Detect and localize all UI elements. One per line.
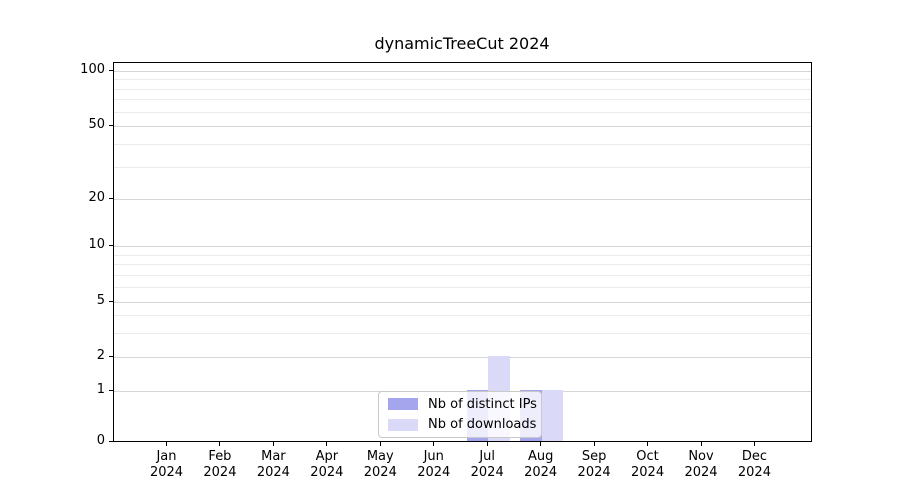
x-tick-label: Jul 2024	[442, 449, 532, 481]
gridline-major	[114, 71, 811, 72]
y-tick	[109, 245, 113, 246]
x-tick-label: Dec 2024	[709, 449, 799, 481]
x-tick	[272, 442, 274, 446]
x-tick	[753, 442, 755, 446]
x-tick-month: Feb	[208, 449, 232, 464]
y-tick-label: 2	[96, 348, 105, 363]
x-tick-year: 2024	[256, 465, 290, 480]
gridline-major	[114, 199, 811, 200]
gridline-minor	[114, 143, 811, 145]
x-tick-year: 2024	[631, 465, 665, 480]
y-tick-label: 0	[96, 433, 105, 448]
x-tick-label: Oct 2024	[603, 449, 693, 481]
y-tick-label: 1	[96, 382, 105, 397]
x-tick-label: Jun 2024	[389, 449, 479, 481]
x-tick-month: Aug	[527, 449, 554, 464]
y-tick	[109, 441, 113, 442]
x-tick-year: 2024	[470, 465, 504, 480]
gridline-minor	[114, 264, 811, 266]
y-tick	[109, 125, 113, 126]
x-tick-month: Jan	[156, 449, 177, 464]
legend-swatch	[388, 398, 418, 411]
chart-title: dynamicTreeCut 2024	[374, 34, 550, 53]
gridline-minor	[114, 332, 811, 334]
x-tick-month: Dec	[741, 449, 768, 464]
x-tick-year: 2024	[203, 465, 237, 480]
x-tick	[700, 442, 702, 446]
gridline-minor	[114, 166, 811, 168]
x-tick-year: 2024	[310, 465, 344, 480]
x-tick-year: 2024	[363, 465, 397, 480]
x-tick	[433, 442, 435, 446]
gridline-major	[114, 302, 811, 303]
x-tick-year: 2024	[417, 465, 451, 480]
y-tick	[109, 70, 113, 71]
x-tick-label: Jan 2024	[122, 449, 212, 481]
gridline-minor	[114, 254, 811, 256]
x-tick-year: 2024	[737, 465, 771, 480]
plot-area	[113, 62, 812, 442]
gridline-minor	[114, 88, 811, 90]
y-tick-label: 5	[96, 293, 105, 308]
y-tick	[109, 301, 113, 302]
x-tick	[219, 442, 221, 446]
x-tick-year: 2024	[149, 465, 184, 480]
legend-item-nb-of-distinct-ips: Nb of distinct IPs	[388, 396, 537, 413]
y-tick-label: 50	[88, 117, 105, 132]
legend-item-nb-of-downloads: Nb of downloads	[388, 417, 537, 434]
x-tick-month: Jun	[423, 449, 444, 464]
legend: Nb of distinct IPs Nb of downloads	[378, 391, 542, 438]
x-tick	[379, 442, 381, 446]
gridline-minor	[114, 315, 811, 317]
y-tick	[109, 356, 113, 357]
x-tick-label: May 2024	[335, 449, 425, 481]
x-tick-month: Nov	[688, 449, 714, 464]
x-tick-label: Nov 2024	[656, 449, 746, 481]
x-tick-year: 2024	[524, 465, 558, 480]
bar-nb-of-downloads-aug	[541, 390, 564, 441]
x-tick-label: Aug 2024	[496, 449, 586, 481]
gridline-minor	[114, 111, 811, 113]
y-tick-label: 20	[88, 190, 105, 205]
x-tick-month: Sep	[581, 449, 607, 464]
gridline-major	[114, 126, 811, 127]
x-tick-year: 2024	[577, 465, 611, 480]
y-tick-label: 100	[80, 62, 105, 77]
x-tick-month: Mar	[261, 449, 286, 464]
x-tick-label: Mar 2024	[228, 449, 318, 481]
x-tick-month: Oct	[636, 449, 659, 464]
x-tick	[486, 442, 488, 446]
x-tick	[166, 442, 167, 446]
y-tick	[109, 198, 113, 199]
x-tick	[540, 442, 542, 446]
gridline-major	[114, 246, 811, 247]
gridline-minor	[114, 79, 811, 81]
legend-label: Nb of downloads	[428, 417, 537, 433]
x-tick-year: 2024	[684, 465, 718, 480]
x-tick-label: Feb 2024	[175, 449, 265, 481]
legend-swatch	[388, 418, 418, 431]
x-tick-label: Sep 2024	[549, 449, 639, 481]
y-tick-label: 10	[88, 237, 105, 252]
x-tick	[647, 442, 649, 446]
gridline-minor	[114, 287, 811, 289]
y-tick	[109, 390, 113, 391]
x-tick	[326, 442, 328, 446]
x-tick-month: Jul	[479, 449, 496, 464]
x-tick	[593, 442, 595, 446]
gridline-major	[114, 357, 811, 358]
gridline-minor	[114, 99, 811, 101]
x-tick-label: Apr 2024	[282, 449, 372, 481]
gridline-minor	[114, 274, 811, 276]
x-tick-month: Apr	[315, 449, 339, 464]
x-tick-month: May	[366, 449, 394, 464]
legend-label: Nb of distinct IPs	[428, 396, 537, 412]
